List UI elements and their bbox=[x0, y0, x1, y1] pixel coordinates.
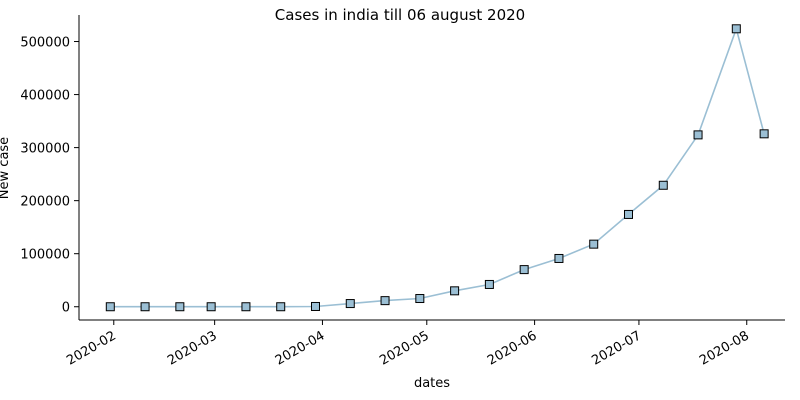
data-point bbox=[450, 286, 460, 296]
data-point bbox=[276, 302, 286, 312]
y-tick-label: 400000 bbox=[20, 89, 70, 104]
data-point bbox=[345, 299, 355, 309]
data-point bbox=[140, 302, 150, 312]
x-axis-label: dates bbox=[414, 376, 450, 391]
plot-area bbox=[105, 24, 769, 312]
y-tick-label: 200000 bbox=[20, 195, 70, 210]
y-tick-label: 300000 bbox=[20, 142, 70, 157]
data-point bbox=[519, 265, 529, 275]
data-point bbox=[759, 129, 769, 139]
series-line bbox=[110, 26, 765, 308]
data-point bbox=[731, 24, 741, 34]
data-point bbox=[105, 302, 115, 312]
x-tick-label: 2020-07 bbox=[589, 328, 644, 368]
x-tick-label: 2020-05 bbox=[377, 328, 432, 368]
data-point bbox=[589, 239, 599, 249]
x-tick-label: 2020-04 bbox=[273, 328, 328, 368]
x-tick-label: 2020-08 bbox=[697, 328, 752, 368]
y-axis-label: New case bbox=[0, 137, 12, 199]
y-axis-ticks: 0 100000 200000 300000 400000 500000 bbox=[20, 36, 79, 316]
data-point bbox=[693, 130, 703, 140]
data-point bbox=[554, 253, 564, 263]
data-point bbox=[206, 302, 216, 312]
data-point bbox=[310, 301, 320, 311]
x-tick-label: 2020-02 bbox=[64, 328, 119, 368]
y-tick-label: 500000 bbox=[20, 36, 70, 51]
data-point bbox=[175, 302, 185, 312]
data-point bbox=[415, 294, 425, 304]
data-point bbox=[484, 279, 494, 289]
data-point bbox=[623, 209, 633, 219]
data-point bbox=[380, 296, 390, 306]
data-point bbox=[658, 180, 668, 190]
x-axis-ticks: 2020-02 2020-03 2020-04 2020-05 2020-06 2020-… bbox=[64, 320, 752, 369]
y-tick-label: 100000 bbox=[20, 248, 70, 263]
x-tick-label: 2020-06 bbox=[485, 328, 540, 368]
x-tick-label: 2020-03 bbox=[165, 328, 220, 368]
data-point bbox=[241, 302, 251, 312]
chart-title: Cases in india till 06 august 2020 bbox=[275, 6, 525, 24]
y-tick-label: 0 bbox=[62, 301, 70, 316]
